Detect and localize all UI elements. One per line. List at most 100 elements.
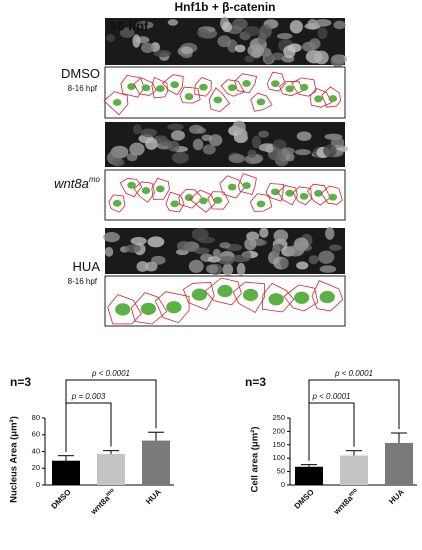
nucleus	[227, 84, 237, 92]
cell-signal	[130, 236, 147, 246]
cell-signal	[280, 257, 289, 269]
cell-signal	[289, 20, 303, 34]
cell-outline	[265, 183, 285, 202]
sample-size: n=3	[245, 375, 266, 389]
cell-outline	[107, 294, 142, 325]
cell-outline	[204, 277, 242, 306]
p-value: p < 0.0001	[311, 392, 350, 401]
cell-signal	[201, 134, 213, 142]
cell-outline	[249, 193, 273, 212]
y-axis-label: Nucleus Area (μm²)	[9, 416, 20, 503]
bar	[142, 440, 170, 485]
cell-signal	[228, 153, 246, 164]
cell-outline	[162, 74, 184, 96]
cell-signal	[221, 21, 233, 33]
nucleus	[156, 85, 165, 93]
nucleus	[314, 189, 323, 197]
row-label: HUA	[73, 259, 101, 274]
cell-signal	[222, 263, 234, 277]
figure-title: Hnf1b + β-catenin	[174, 0, 275, 14]
bar	[340, 455, 368, 485]
cell-signal	[323, 144, 337, 158]
cell-signal	[153, 49, 172, 58]
nucleus	[319, 290, 335, 304]
cell-outline	[311, 280, 344, 312]
cell-signal	[167, 123, 184, 131]
cell-signal	[189, 124, 204, 134]
cell-signal	[125, 244, 141, 253]
cell-signal	[191, 227, 209, 241]
x-tick-label: DMSO	[293, 488, 316, 511]
nucleus	[170, 81, 179, 89]
cell-signal	[280, 147, 295, 155]
cell-outline	[103, 91, 129, 116]
p-value: p < 0.0001	[334, 369, 373, 378]
cell-outline	[151, 76, 169, 99]
cell-signal	[140, 42, 155, 54]
segmentation-panel	[104, 66, 346, 119]
cell-outline	[220, 79, 245, 97]
category-text: HUA	[387, 487, 406, 506]
nucleus	[268, 293, 284, 306]
cell-signal	[333, 20, 346, 30]
cell-signal	[129, 142, 145, 156]
cell-outline	[234, 73, 257, 94]
y-tick-label: 50	[277, 467, 285, 476]
nucleus	[299, 83, 309, 91]
nucleus	[242, 79, 251, 87]
cell-signal	[258, 130, 269, 138]
cell-signal	[217, 35, 232, 48]
cell-signal	[314, 19, 332, 27]
nucleus	[112, 99, 122, 106]
cell-signal	[219, 242, 231, 249]
cell-signal	[105, 34, 115, 43]
cell-signal	[247, 44, 265, 57]
y-tick-label: 100	[272, 453, 285, 462]
cell-signal	[259, 24, 272, 39]
cell-signal	[244, 237, 257, 251]
cell-outline	[250, 92, 273, 112]
cell-outline	[261, 282, 295, 313]
row-label: wnt8amo	[54, 175, 100, 191]
nucleus	[328, 193, 338, 201]
cell-outline	[208, 87, 231, 113]
cell-signal	[147, 236, 165, 248]
cell-outline	[154, 291, 190, 324]
cell-signal	[330, 54, 345, 68]
cell-signal	[319, 265, 337, 273]
cell-signal	[296, 131, 312, 142]
significance-bracket	[308, 379, 400, 461]
cell-signal	[192, 138, 204, 151]
cell-signal	[308, 255, 319, 265]
cell-signal	[188, 259, 204, 273]
cell-signal	[180, 46, 193, 55]
cell-signal	[171, 151, 189, 164]
bar	[385, 442, 413, 485]
nucleus	[328, 95, 338, 102]
nucleus	[141, 84, 151, 92]
x-tick-label: DMSO	[50, 488, 73, 511]
cell-signal	[236, 262, 246, 276]
cell-outline	[307, 183, 331, 206]
cell-outline	[119, 177, 143, 198]
category-text: DMSO	[293, 488, 316, 511]
nucleus	[213, 96, 223, 104]
nucleus	[115, 303, 131, 316]
cell-outline	[291, 77, 317, 97]
cell-signal	[133, 124, 142, 135]
cell-outline	[182, 281, 215, 311]
y-tick-label: 0	[281, 480, 285, 489]
cell-signal	[276, 33, 293, 40]
nucleus	[294, 291, 310, 304]
cell-signal	[309, 38, 321, 50]
nucleus	[191, 288, 208, 301]
significance-bracket	[308, 402, 355, 461]
segmentation-panel	[104, 275, 346, 327]
x-tick-label: wnt8amo	[88, 487, 118, 517]
cell-signal	[330, 136, 345, 149]
p-value: p = 0.003	[71, 392, 106, 401]
x-tick-label: wnt8amo	[331, 487, 361, 517]
cell-signal	[285, 152, 295, 162]
cell-outline	[179, 86, 201, 104]
nucleus	[127, 83, 136, 90]
